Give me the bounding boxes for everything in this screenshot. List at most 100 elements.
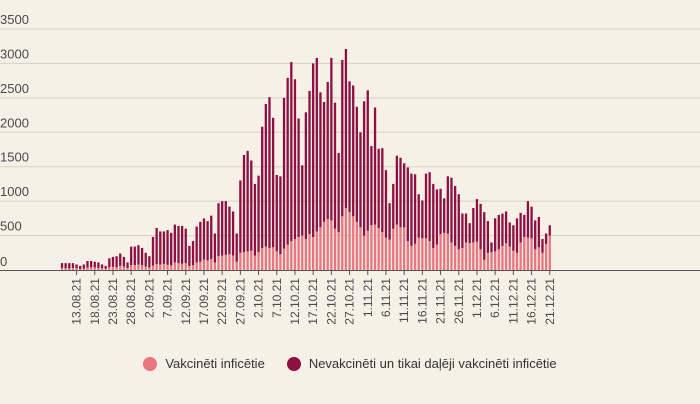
bar-unvaccinated: [504, 211, 508, 244]
bar-unvaccinated: [71, 263, 75, 268]
bar-vaccinated: [140, 265, 144, 270]
bar-vaccinated: [322, 221, 326, 270]
bar-unvaccinated: [410, 173, 413, 246]
bar-vaccinated: [133, 265, 136, 270]
bar-vaccinated: [293, 239, 297, 270]
bar-unvaccinated: [366, 90, 369, 231]
legend-label-unvaccinated: Nevakcinēti un tikai daļēji vakcinēti in…: [308, 356, 557, 371]
bar-vaccinated: [541, 252, 544, 270]
bar-vaccinated: [79, 268, 82, 270]
bar-unvaccinated: [534, 220, 537, 250]
bar-unvaccinated: [472, 208, 475, 243]
x-tick-label: 1.11.21: [361, 278, 375, 317]
bar-unvaccinated: [530, 206, 533, 239]
bar-vaccinated: [421, 238, 424, 270]
bar-unvaccinated: [322, 101, 326, 222]
bar-unvaccinated: [348, 81, 351, 213]
bar-vaccinated: [111, 266, 115, 270]
bar-unvaccinated: [395, 155, 399, 225]
bar-vaccinated: [286, 244, 289, 270]
bar-unvaccinated: [304, 112, 308, 240]
bar-vaccinated: [213, 262, 217, 270]
bar-unvaccinated: [75, 264, 78, 269]
bar-vaccinated: [373, 224, 377, 270]
bar-vaccinated: [534, 249, 537, 270]
bar-unvaccinated: [544, 233, 548, 244]
x-tick-label: 28.08.21: [124, 278, 138, 325]
bar-unvaccinated: [217, 203, 220, 257]
bar-unvaccinated: [483, 212, 486, 260]
bar-vaccinated: [490, 252, 493, 270]
bar-vaccinated: [446, 233, 449, 270]
bar-vaccinated: [352, 216, 355, 270]
bar-unvaccinated: [370, 146, 373, 226]
bar-unvaccinated: [93, 261, 96, 268]
bar-unvaccinated: [312, 63, 315, 237]
bar-vaccinated: [202, 259, 206, 270]
x-tick-label: 1.12.21: [470, 278, 484, 318]
bar-vaccinated: [206, 260, 209, 270]
bar-vaccinated: [188, 265, 191, 270]
bar-vaccinated: [344, 208, 348, 270]
bar-unvaccinated: [137, 245, 140, 265]
bar-unvaccinated: [319, 92, 322, 228]
bar-vaccinated: [384, 237, 388, 270]
x-tick-label: 27.09.21: [233, 278, 247, 325]
bar-unvaccinated: [191, 241, 195, 266]
bar-vaccinated: [443, 232, 446, 270]
bar-vaccinated: [392, 228, 395, 270]
bar-unvaccinated: [279, 176, 282, 255]
bar-vaccinated: [515, 252, 519, 270]
bar-vaccinated: [330, 220, 333, 270]
bar-unvaccinated: [453, 185, 457, 246]
y-tick-label: 1000: [0, 184, 29, 199]
bar-vaccinated: [173, 262, 176, 270]
bar-unvaccinated: [301, 165, 304, 236]
y-tick-label: 0: [0, 254, 7, 269]
bar-vaccinated: [432, 247, 435, 270]
bar-vaccinated: [399, 227, 402, 270]
bar-unvaccinated: [450, 177, 453, 243]
bar-vaccinated: [362, 235, 366, 270]
y-tick-label: 1500: [0, 150, 29, 165]
bar-vaccinated: [159, 264, 162, 270]
bar-unvaccinated: [475, 199, 479, 242]
bar-unvaccinated: [297, 118, 300, 237]
legend-swatch-unvaccinated: [286, 356, 301, 371]
bar-vaccinated: [271, 247, 275, 270]
bar-unvaccinated: [388, 203, 391, 240]
bar-vaccinated: [282, 248, 286, 270]
bar-vaccinated: [155, 264, 158, 270]
bar-unvaccinated: [392, 183, 395, 229]
bar-unvaccinated: [461, 213, 464, 248]
bar-unvaccinated: [264, 104, 267, 247]
bar-unvaccinated: [108, 258, 111, 268]
x-tick-label: 11.11.21: [397, 278, 411, 323]
x-tick-label: 6.11.21: [379, 278, 393, 317]
bar-vaccinated: [126, 267, 129, 270]
bar-vaccinated: [104, 268, 107, 270]
bar-vaccinated: [130, 265, 133, 270]
bar-unvaccinated: [457, 194, 460, 250]
bar-vaccinated: [250, 250, 253, 270]
bar-vaccinated: [435, 244, 439, 270]
bar-vaccinated: [144, 266, 147, 270]
bar-vaccinated: [246, 251, 249, 270]
bar-vaccinated: [366, 230, 369, 270]
bar-vaccinated: [170, 265, 173, 270]
bar-unvaccinated: [130, 246, 133, 266]
bar-unvaccinated: [497, 214, 500, 250]
bar-unvaccinated: [202, 218, 206, 260]
bar-vaccinated: [494, 251, 497, 270]
bar-unvaccinated: [89, 261, 93, 268]
bar-vaccinated: [355, 221, 358, 270]
bar-unvaccinated: [432, 183, 435, 248]
x-tick-label: 22.10.21: [324, 278, 338, 325]
bar-vaccinated: [275, 251, 278, 270]
bar-unvaccinated: [250, 160, 253, 251]
bar-vaccinated: [217, 256, 220, 270]
bar-unvaccinated: [512, 225, 515, 251]
bar-unvaccinated: [79, 265, 82, 269]
bar-unvaccinated: [293, 79, 297, 240]
y-tick-label: 3500: [0, 12, 29, 27]
